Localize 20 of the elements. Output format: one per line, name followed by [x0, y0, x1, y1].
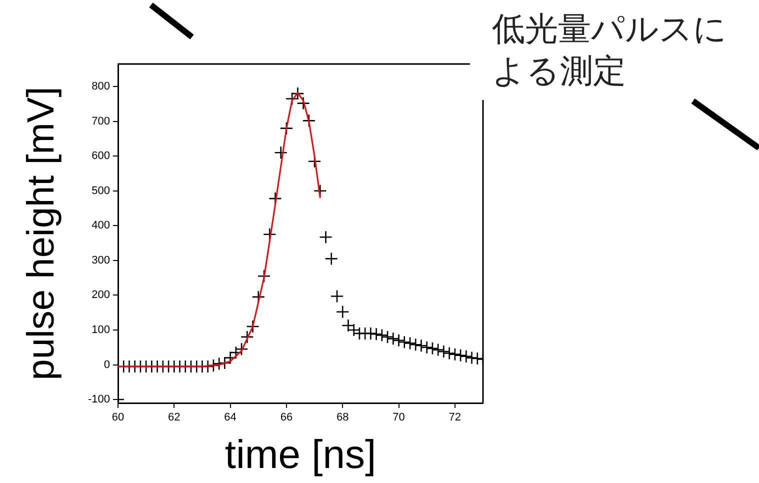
- y-tick-label: 600: [92, 150, 110, 162]
- y-tick-label: 100: [92, 324, 110, 336]
- y-tick-label: -100: [88, 394, 110, 406]
- y-tick-label: 800: [92, 80, 110, 93]
- y-tick-label: 300: [92, 254, 110, 266]
- x-tick-label: 66: [280, 412, 293, 424]
- x-tick-label: 72: [448, 412, 462, 424]
- x-tick-label: 60: [112, 412, 124, 424]
- text: 低光量パルスによる測定: [470, 8, 740, 100]
- y-axis-title: pulse height [mV]: [20, 86, 62, 380]
- x-axis-title: time [ns]: [224, 433, 376, 478]
- x-tick-label: 70: [392, 412, 405, 424]
- y-tick-label: 500: [92, 184, 110, 197]
- y-tick-label: 400: [92, 220, 110, 232]
- x-tick-label: 62: [168, 412, 180, 424]
- y-tick-label: 0: [104, 358, 110, 371]
- y-tick-label: 700: [92, 115, 110, 128]
- x-tick-label: 68: [336, 412, 349, 424]
- x-tick-label: 64: [224, 412, 236, 424]
- y-tick-label: 200: [92, 289, 110, 302]
